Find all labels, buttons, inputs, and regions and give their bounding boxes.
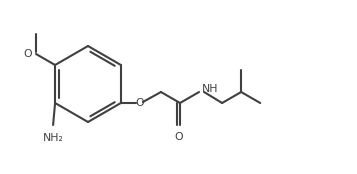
- Text: O: O: [136, 98, 144, 108]
- Text: O: O: [24, 49, 32, 59]
- Text: NH₂: NH₂: [42, 133, 64, 143]
- Text: NH: NH: [202, 84, 218, 94]
- Text: O: O: [174, 132, 183, 142]
